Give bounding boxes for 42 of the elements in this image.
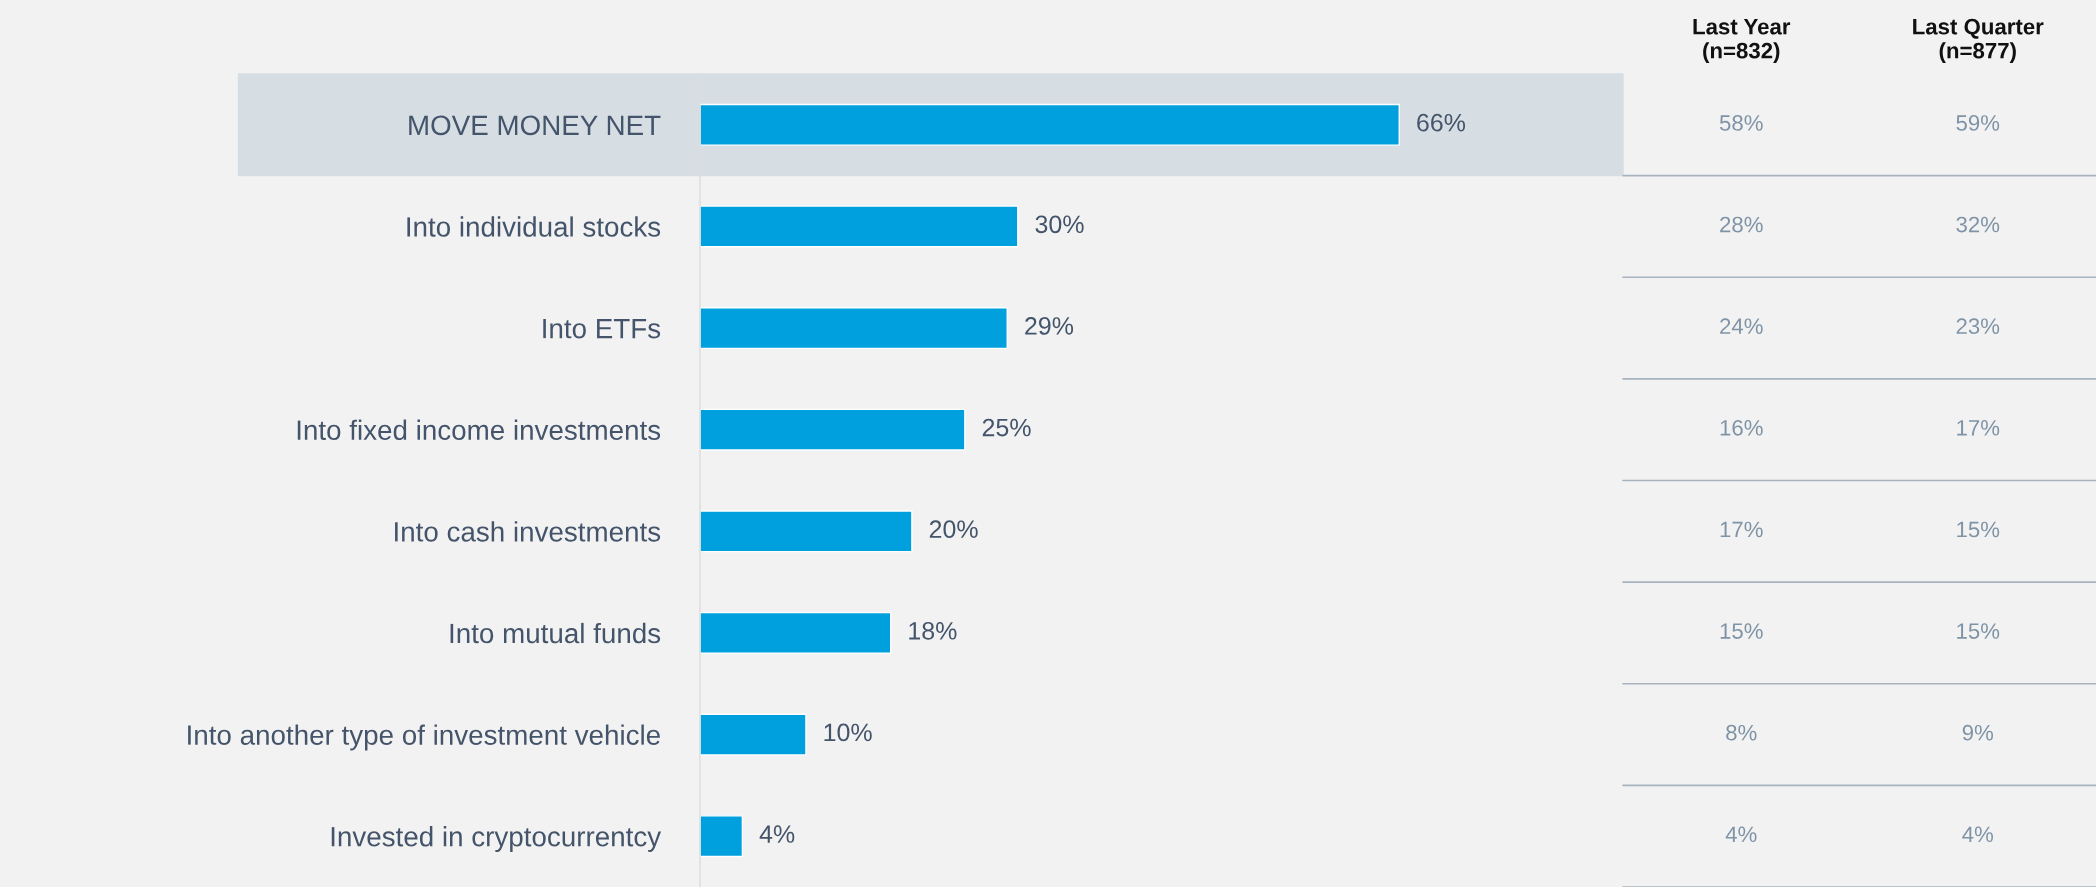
- text: 4%: [1962, 826, 1994, 843]
- y-tick-label: Into individual stocks: [407, 216, 661, 237]
- y-tick-label: Into another type of investment vehicle: [188, 724, 660, 751]
- bar: [700, 408, 966, 451]
- text: 15%: [1957, 623, 2000, 639]
- text: 23%: [1956, 318, 2000, 335]
- text: 15%: [1720, 623, 1763, 639]
- text: 16%: [1720, 419, 1763, 436]
- data-label: 30%: [1035, 215, 1084, 234]
- category-label: Last Quarter (n=877): [1913, 18, 2044, 63]
- y-tick-label: Invested in cryptocurrentcy: [331, 826, 662, 853]
- data-label: 4%: [759, 825, 795, 843]
- bar: [700, 611, 892, 654]
- text: 32%: [1956, 216, 2000, 233]
- y-tick-label: Into cash investments: [395, 521, 661, 542]
- text: 17%: [1957, 420, 2000, 436]
- category-label: Last Year (n=832): [1693, 19, 1791, 63]
- bar: [700, 815, 744, 858]
- data-label: 25%: [982, 418, 1031, 437]
- text: 8%: [1726, 724, 1757, 741]
- y-tick-label: Into fixed income investments: [297, 419, 661, 441]
- text: 15%: [1957, 521, 2000, 538]
- text: 28%: [1720, 216, 1763, 233]
- text: 59%: [1956, 115, 2000, 131]
- text: 24%: [1720, 318, 1763, 334]
- y-tick-label: MOVE MONEY NET: [409, 115, 661, 136]
- data-label: 18%: [909, 621, 957, 640]
- bar: [700, 205, 1019, 248]
- text: 9%: [1962, 724, 1994, 741]
- y-tick-label: Into ETFs: [543, 319, 661, 339]
- data-label: 10%: [824, 723, 872, 742]
- text: 58%: [1719, 115, 1763, 131]
- data-label: 20%: [929, 520, 978, 539]
- text: 4%: [1725, 826, 1757, 843]
- bar: [700, 510, 913, 553]
- text: 17%: [1720, 521, 1763, 538]
- data-label: 29%: [1025, 317, 1074, 335]
- bar: [700, 713, 807, 756]
- data-label: 66%: [1417, 113, 1466, 132]
- bar: [700, 307, 1008, 350]
- y-tick-label: Into mutual funds: [450, 622, 661, 644]
- bar: [700, 103, 1400, 146]
